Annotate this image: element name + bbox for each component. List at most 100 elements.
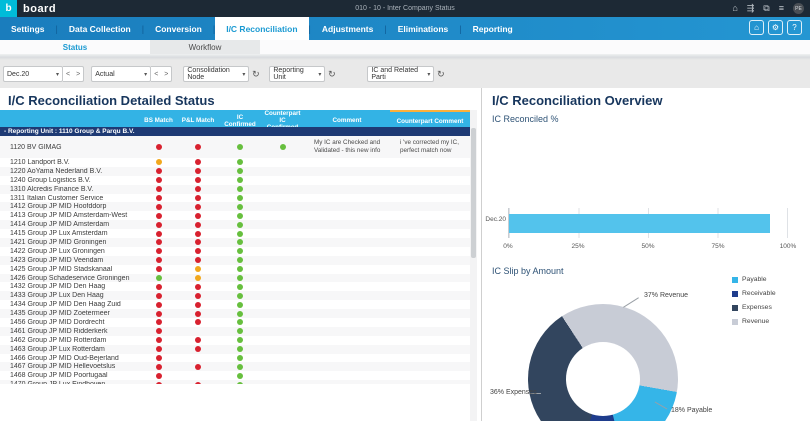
status-dot-red[interactable]	[195, 168, 201, 175]
refresh-icon[interactable]: ↻	[252, 68, 260, 79]
counterpart-comment-cell[interactable]	[390, 224, 470, 226]
refresh-icon[interactable]: ↻	[328, 68, 336, 79]
column-header-comment[interactable]: Comment	[332, 117, 362, 125]
status-dot-red[interactable]	[155, 310, 162, 317]
counterpart-comment-cell[interactable]	[390, 313, 470, 315]
status-dot-green[interactable]	[237, 337, 243, 344]
status-dot-red[interactable]	[155, 346, 162, 353]
nav-item-adjustments[interactable]: Adjustments	[321, 23, 374, 34]
status-dot-green[interactable]	[237, 381, 243, 384]
column-header-p-l-match[interactable]: P&L Match	[181, 117, 215, 125]
status-dot-yellow[interactable]	[155, 159, 162, 166]
menu-icon[interactable]: ≡	[778, 3, 784, 13]
status-dot-red[interactable]	[195, 212, 201, 219]
tab-workflow[interactable]: Workflow	[150, 40, 260, 54]
status-dot-green[interactable]	[237, 195, 243, 201]
comment-cell[interactable]	[304, 259, 390, 261]
counterpart-comment-cell[interactable]	[390, 170, 470, 172]
status-dot-red[interactable]	[155, 372, 162, 379]
table-row[interactable]: 1423 Group JP MID Veendam	[0, 255, 470, 265]
table-row[interactable]: 1310 Alcredis Finance B.V.	[0, 184, 470, 194]
comment-cell[interactable]	[304, 277, 390, 279]
table-row[interactable]: 1412 Group JP MID Hoofddorp	[0, 202, 470, 212]
counterpart-comment-cell[interactable]	[390, 277, 470, 279]
status-dot-red[interactable]	[195, 195, 201, 201]
status-dot-red[interactable]	[195, 239, 201, 246]
pager-prev-button[interactable]: <	[154, 70, 159, 78]
table-group-row[interactable]: - Reporting Unit : 1110 Group & Parqu B.…	[0, 127, 470, 136]
comment-cell[interactable]	[304, 313, 390, 315]
counterpart-comment-cell[interactable]	[390, 161, 470, 163]
status-dot-red[interactable]	[195, 337, 201, 344]
legend-item-receivable[interactable]: Receivable	[732, 290, 776, 297]
comment-cell[interactable]	[304, 215, 390, 217]
comment-cell[interactable]	[304, 170, 390, 172]
comment-cell[interactable]	[304, 224, 390, 226]
nav-item-eliminations[interactable]: Eliminations	[397, 23, 449, 34]
table-row[interactable]: 1240 Group Logistics B.V.	[0, 176, 470, 185]
filter-select-reporting-unit[interactable]: Reporting Unit ▾	[269, 66, 326, 82]
comment-cell[interactable]	[304, 179, 390, 181]
comment-cell[interactable]	[304, 268, 390, 270]
table-row[interactable]: 1467 Group JP MID Hellevoetslus	[0, 362, 470, 372]
table-row[interactable]: 1210 Landport B.V.	[0, 158, 470, 167]
counterpart-comment-cell[interactable]: i 've corrected my IC, perfect match now	[400, 139, 459, 154]
counterpart-comment-cell[interactable]	[390, 375, 470, 377]
comment-cell[interactable]	[304, 188, 390, 190]
comment-cell[interactable]	[304, 330, 390, 332]
table-row[interactable]: 1462 Group JP MID Rotterdam	[0, 336, 470, 345]
status-dot-yellow[interactable]	[195, 266, 201, 273]
nav-item-i-c-reconciliation[interactable]: I/C Reconciliation	[215, 17, 309, 40]
status-dot-red[interactable]	[195, 319, 201, 326]
status-dot-green[interactable]	[237, 168, 243, 175]
table-row[interactable]: 1432 Group JP MID Den Haag	[0, 282, 470, 291]
table-row[interactable]: 1425 Group JP MID Stadskanaal	[0, 265, 470, 274]
status-dot-green[interactable]	[237, 144, 243, 150]
status-dot-green[interactable]	[237, 248, 243, 255]
filter-select-consolidation-node[interactable]: Consolidation Node ▾	[183, 66, 250, 82]
counterpart-comment-cell[interactable]	[390, 215, 470, 217]
status-dot-red[interactable]	[195, 159, 201, 166]
status-dot-red[interactable]	[155, 168, 162, 175]
comment-cell[interactable]	[304, 339, 390, 341]
nav-gear-icon[interactable]: ⚙	[768, 20, 783, 35]
status-dot-red[interactable]	[195, 221, 201, 228]
presentation-icon[interactable]: ⇶	[746, 3, 755, 13]
refresh-icon[interactable]: ↻	[437, 68, 445, 79]
status-dot-green[interactable]	[237, 363, 243, 370]
status-dot-red[interactable]	[195, 381, 201, 384]
comment-cell[interactable]	[304, 233, 390, 235]
table-row[interactable]: 1468 Group JP MID Poortugaal	[0, 371, 470, 380]
comment-cell[interactable]	[304, 241, 390, 243]
status-dot-green[interactable]	[237, 372, 243, 379]
counterpart-comment-cell[interactable]	[390, 179, 470, 181]
table-row[interactable]: 1311 Italian Customer Service	[0, 194, 470, 203]
tab-status[interactable]: Status	[62, 42, 88, 52]
counterpart-comment-cell[interactable]	[390, 206, 470, 208]
table-row[interactable]: 1414 Group JP MID Amsterdam	[0, 220, 470, 230]
table-row[interactable]: 1461 Group JP MID Ridderkerk	[0, 326, 470, 336]
status-dot-green[interactable]	[237, 159, 243, 166]
nav-item-reporting[interactable]: Reporting	[472, 23, 513, 34]
status-dot-green[interactable]	[237, 221, 243, 228]
status-dot-red[interactable]	[195, 177, 201, 184]
counterpart-comment-cell[interactable]	[390, 348, 470, 350]
counterpart-comment-cell[interactable]	[390, 233, 470, 235]
counterpart-comment-cell[interactable]	[390, 295, 470, 297]
table-row[interactable]: 1463 Group JP Lux Rotterdam	[0, 344, 470, 354]
status-dot-red[interactable]	[155, 186, 162, 193]
table-row[interactable]: 1435 Group JP MID Zoetermeer	[0, 309, 470, 319]
status-dot-red[interactable]	[155, 230, 162, 237]
status-dot-green[interactable]	[237, 319, 243, 326]
status-dot-green[interactable]	[237, 328, 243, 335]
status-dot-red[interactable]	[195, 144, 201, 150]
status-dot-red[interactable]	[155, 144, 162, 150]
status-dot-red[interactable]	[195, 257, 201, 264]
counterpart-comment-cell[interactable]	[390, 339, 470, 341]
comment-cell[interactable]	[304, 206, 390, 208]
status-dot-green[interactable]	[237, 355, 243, 362]
status-dot-red[interactable]	[155, 239, 162, 246]
table-row[interactable]: 1421 Group JP MID Groningen	[0, 238, 470, 247]
counterpart-comment-cell[interactable]	[390, 268, 470, 270]
counterpart-comment-cell[interactable]	[390, 330, 470, 332]
